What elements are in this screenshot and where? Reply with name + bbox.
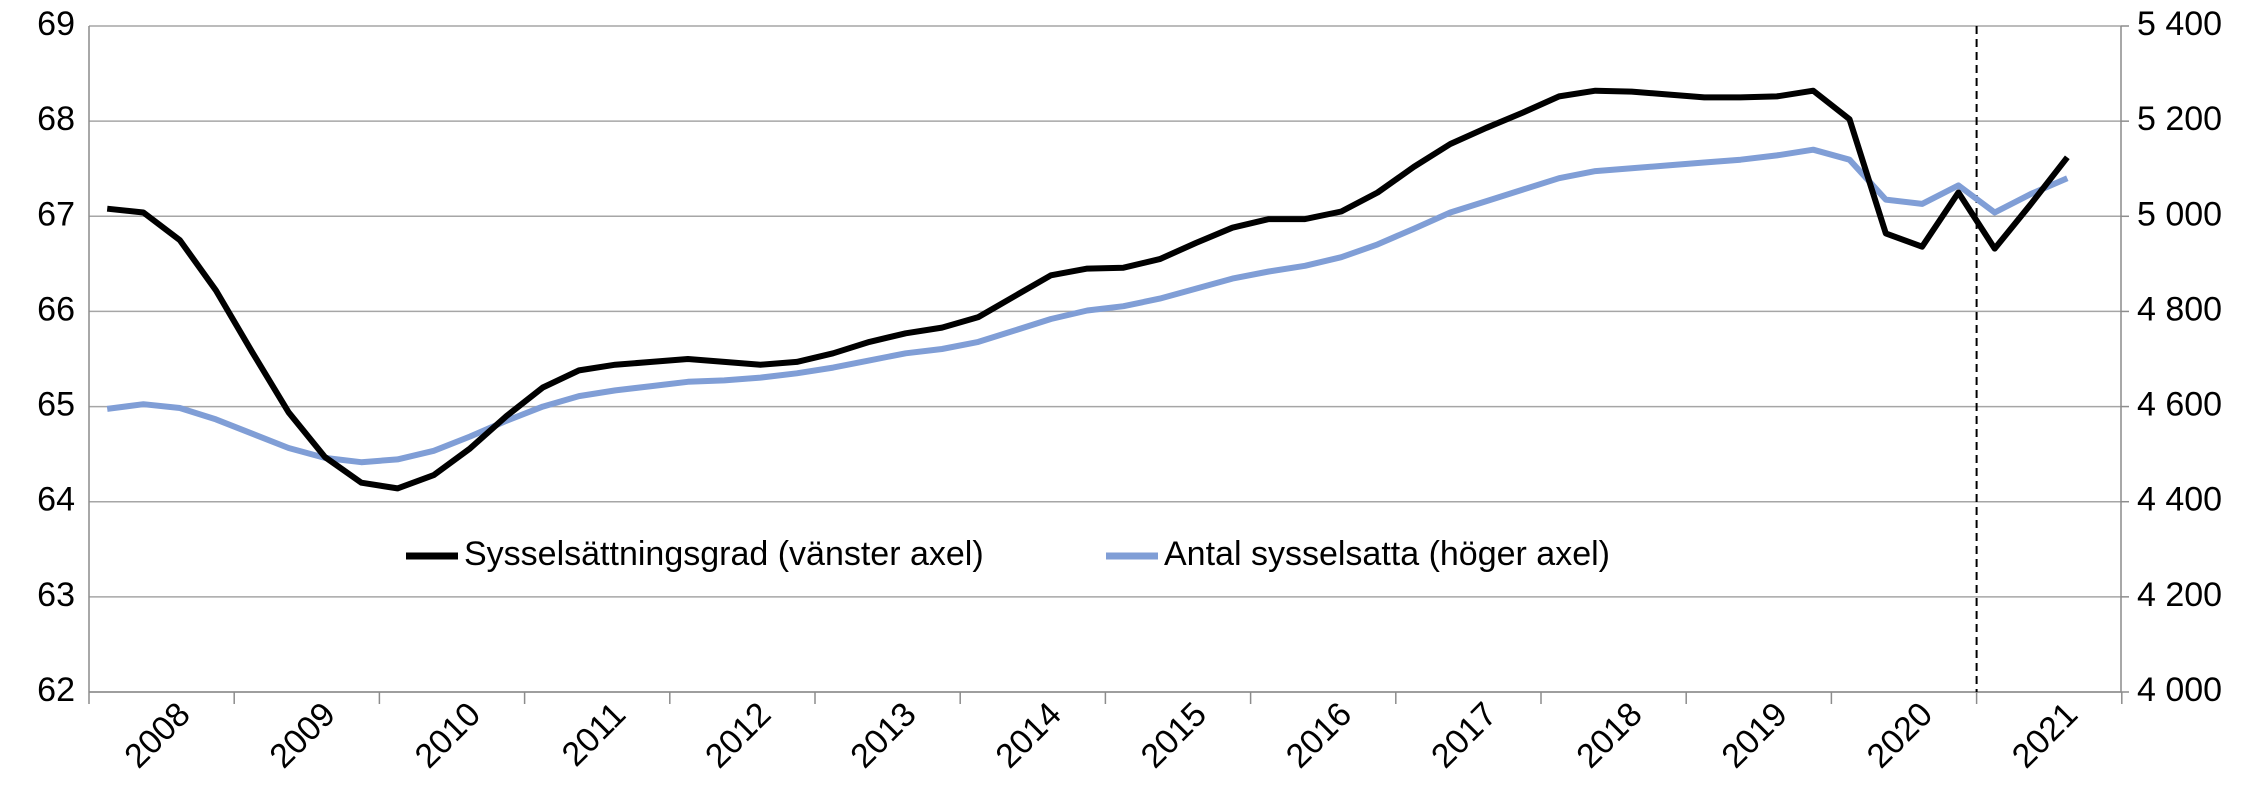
y2-tick-label: 5 000 <box>2137 195 2222 233</box>
x-tick-label: 2010 <box>408 695 488 775</box>
series-line <box>106 87 2070 492</box>
x-tick-label: 2013 <box>843 695 923 775</box>
y-tick-label: 66 <box>37 290 75 328</box>
y-tick-label: 65 <box>37 386 75 424</box>
y2-tick-label: 4 800 <box>2137 290 2222 328</box>
y-tick-label: 64 <box>37 481 75 519</box>
x-tick-label: 2008 <box>117 695 197 775</box>
x-tick-label: 2015 <box>1134 695 1214 775</box>
x-tick-label: 2017 <box>1424 695 1504 775</box>
x-tick-label: 2014 <box>988 695 1068 775</box>
y-tick-label: 62 <box>37 671 75 709</box>
y2-tick-label: 4 400 <box>2137 481 2222 519</box>
y2-tick-label: 5 200 <box>2137 100 2222 138</box>
y2-tick-label: 4 200 <box>2137 576 2222 614</box>
y2-tick-label: 5 400 <box>2137 5 2222 43</box>
x-tick-label: 2016 <box>1279 695 1359 775</box>
x-tick-label: 2011 <box>555 695 634 774</box>
legend-label: Sysselsättningsgrad (vänster axel) <box>464 535 984 573</box>
y-tick-label: 69 <box>37 5 75 43</box>
x-tick-label: 2018 <box>1569 695 1649 775</box>
x-tick-label: 2019 <box>1714 695 1794 775</box>
y2-tick-label: 4 000 <box>2137 671 2222 709</box>
x-tick-label: 2021 <box>2005 695 2085 775</box>
x-tick-label: 2009 <box>262 695 342 775</box>
y-tick-label: 67 <box>37 195 75 233</box>
y-tick-label: 68 <box>37 100 75 138</box>
legend-label: Antal sysselsatta (höger axel) <box>1164 535 1610 573</box>
y-tick-label: 63 <box>37 576 75 614</box>
x-tick-label: 2012 <box>698 695 778 775</box>
y2-tick-label: 4 600 <box>2137 386 2222 424</box>
series-line <box>106 146 2069 466</box>
x-tick-label: 2020 <box>1860 695 1940 775</box>
